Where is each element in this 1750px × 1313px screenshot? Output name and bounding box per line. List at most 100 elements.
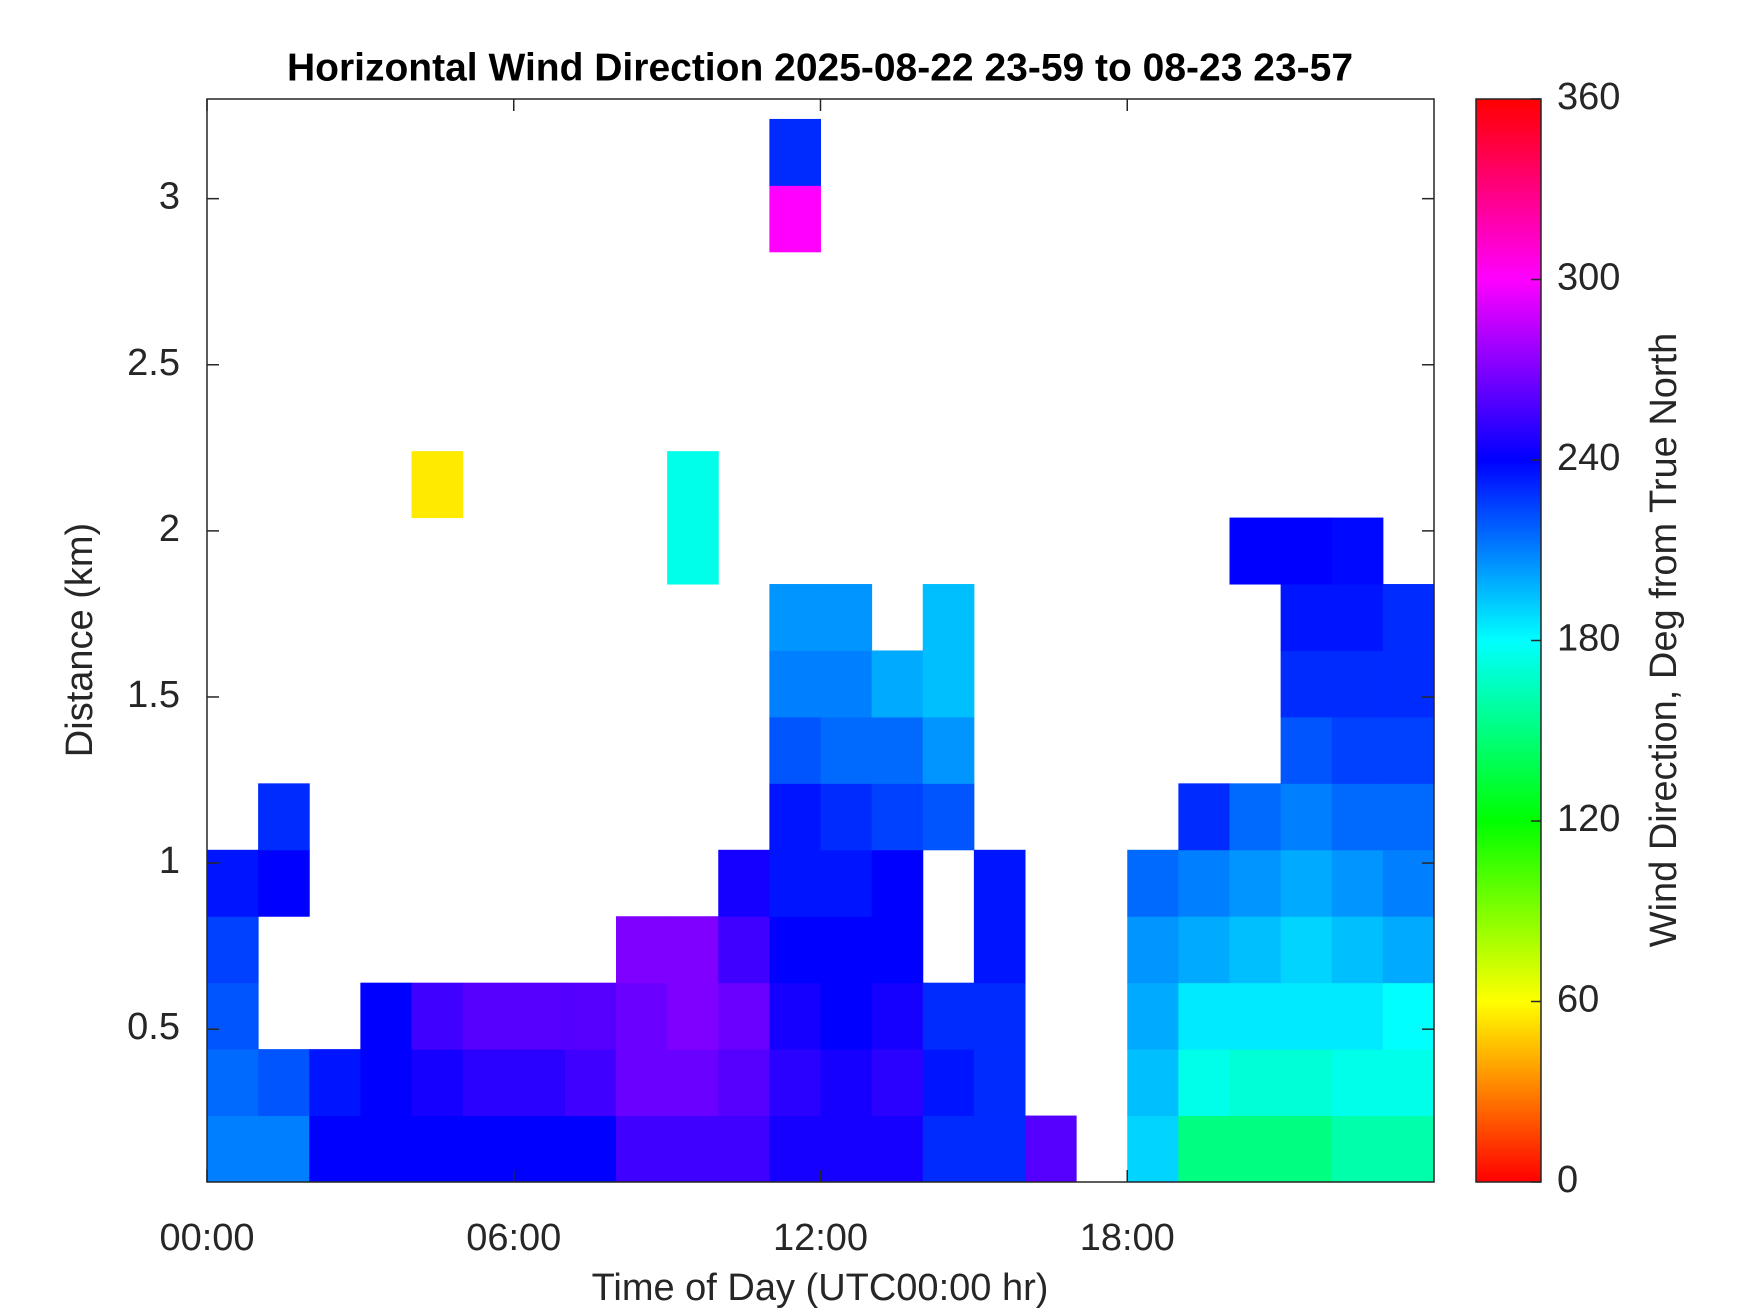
heatmap-cell — [513, 1115, 566, 1182]
heatmap-cell — [871, 1049, 924, 1117]
heatmap-cell — [718, 982, 770, 1050]
heatmap-cell — [1280, 783, 1333, 851]
heatmap-cell — [360, 1115, 412, 1182]
heatmap-cell — [871, 650, 924, 718]
heatmap-cell — [207, 849, 259, 917]
heatmap-cell — [258, 849, 310, 917]
heatmap-cell — [922, 650, 975, 718]
heatmap-cell — [1178, 916, 1230, 984]
heatmap-cell — [922, 716, 975, 784]
heatmap-cell — [513, 1049, 566, 1117]
heatmap — [207, 118, 1434, 1182]
colorbar-tick-label: 180 — [1557, 618, 1620, 660]
heatmap-cell — [973, 1115, 1026, 1182]
colorbar-tick-label: 240 — [1557, 437, 1620, 479]
colorbar-tick-label: 60 — [1557, 979, 1599, 1021]
heatmap-cell — [871, 1115, 924, 1182]
heatmap-cell — [1382, 982, 1434, 1050]
heatmap-cell — [462, 1049, 515, 1117]
heatmap-cell — [462, 982, 515, 1050]
heatmap-cell — [1178, 982, 1230, 1050]
colorbar-tick-label: 360 — [1557, 76, 1620, 118]
heatmap-cell — [820, 1115, 873, 1182]
heatmap-cell — [258, 1115, 310, 1182]
heatmap-cell — [871, 849, 924, 917]
y-tick-label: 2.5 — [127, 342, 180, 384]
heatmap-cell — [207, 1115, 259, 1182]
heatmap-cell — [411, 1115, 464, 1182]
heatmap-cell — [564, 1115, 617, 1182]
heatmap-cell — [1229, 849, 1282, 917]
heatmap-cell — [1280, 650, 1333, 718]
heatmap-cell — [667, 916, 719, 984]
heatmap-cell — [1331, 783, 1384, 851]
heatmap-cell — [1229, 517, 1282, 585]
heatmap-cell — [1280, 849, 1333, 917]
heatmap-cell — [769, 716, 821, 784]
heatmap-cell — [1229, 1115, 1282, 1182]
heatmap-cell — [1331, 650, 1384, 718]
heatmap-cell — [309, 1049, 361, 1117]
heatmap-cell — [1280, 716, 1333, 784]
chart-title: Horizontal Wind Direction 2025-08-22 23-… — [287, 46, 1353, 89]
heatmap-cell — [411, 982, 464, 1050]
heatmap-cell — [769, 118, 821, 186]
heatmap-cell — [769, 185, 821, 253]
heatmap-cell — [1178, 783, 1230, 851]
heatmap-cell — [1382, 916, 1434, 984]
heatmap-cell — [769, 783, 821, 851]
y-tick-label: 2 — [159, 508, 180, 550]
heatmap-cell — [513, 982, 566, 1050]
colorbar-label: Wind Direction, Deg from True North — [1643, 333, 1685, 948]
heatmap-cell — [207, 1049, 259, 1117]
heatmap-cell — [616, 982, 668, 1050]
colorbar-tick-label: 300 — [1557, 257, 1620, 299]
colorbar-tick-label: 120 — [1557, 798, 1620, 840]
heatmap-cell — [718, 849, 770, 917]
heatmap-cell — [922, 584, 975, 651]
heatmap-cell — [718, 1049, 770, 1117]
heatmap-cell — [616, 1049, 668, 1117]
heatmap-cell — [1178, 1049, 1230, 1117]
heatmap-cell — [769, 1049, 821, 1117]
heatmap-cell — [667, 517, 719, 585]
heatmap-cell — [1382, 783, 1434, 851]
heatmap-cell — [1127, 916, 1179, 984]
heatmap-cell — [820, 1049, 873, 1117]
heatmap-cell — [360, 982, 412, 1050]
heatmap-cell — [1280, 982, 1333, 1050]
heatmap-cell — [1382, 716, 1434, 784]
heatmap-cell — [1280, 1049, 1333, 1117]
heatmap-cell — [667, 451, 719, 519]
heatmap-cell — [1382, 650, 1434, 718]
heatmap-cell — [973, 1049, 1026, 1117]
heatmap-cell — [564, 982, 617, 1050]
x-tick-label: 00:00 — [159, 1217, 254, 1259]
heatmap-cell — [1178, 1115, 1230, 1182]
heatmap-cell — [207, 916, 259, 984]
heatmap-cell — [718, 916, 770, 984]
heatmap-cell — [1331, 716, 1384, 784]
heatmap-cell — [820, 783, 873, 851]
colorbar-tick-label: 0 — [1557, 1159, 1578, 1201]
heatmap-cell — [1025, 1115, 1077, 1182]
heatmap-cell — [1382, 1049, 1434, 1117]
heatmap-cell — [1229, 982, 1282, 1050]
heatmap-cell — [769, 849, 821, 917]
heatmap-cell — [871, 783, 924, 851]
heatmap-cell — [258, 1049, 310, 1117]
heatmap-cell — [1331, 849, 1384, 917]
x-tick-label: 18:00 — [1080, 1217, 1175, 1259]
heatmap-cell — [1229, 916, 1282, 984]
heatmap-cell — [922, 1115, 975, 1182]
heatmap-cell — [718, 1115, 770, 1182]
heatmap-cell — [1280, 584, 1333, 651]
heatmap-cell — [820, 716, 873, 784]
heatmap-cell — [1280, 916, 1333, 984]
heatmap-cell — [564, 1049, 617, 1117]
heatmap-cell — [1382, 1115, 1434, 1182]
heatmap-cell — [1127, 982, 1179, 1050]
heatmap-cell — [973, 916, 1026, 984]
heatmap-cell — [820, 849, 873, 917]
